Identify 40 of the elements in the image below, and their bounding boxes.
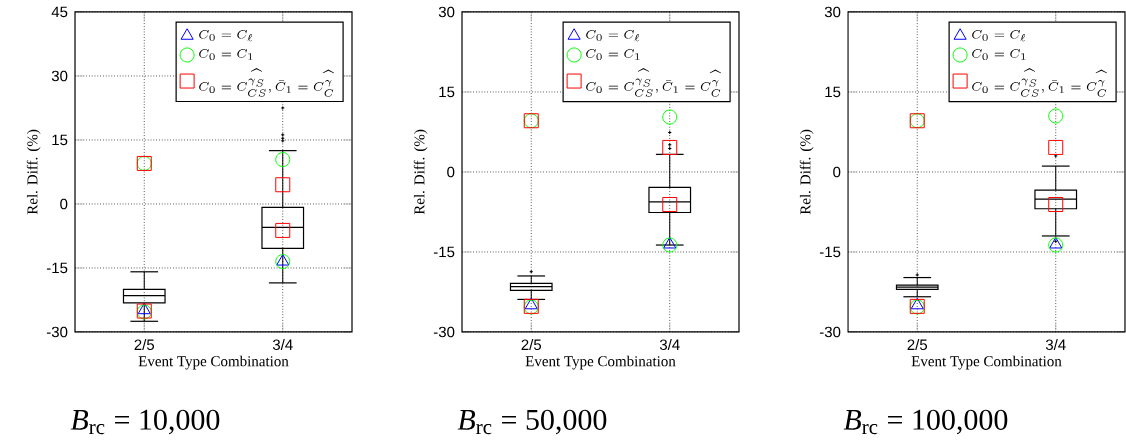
x-tick-label: 3/4	[272, 339, 293, 351]
legend-label: $C_0 = C^{\widehat{\gamma_S}}_{CS}, \bar{C}_1 = C^{\widehat{\gamma}}_{C}$	[199, 68, 335, 97]
y-tick-label: 15	[52, 134, 68, 146]
y-tick-label: 30	[824, 6, 841, 18]
y-tick-label: 30	[51, 70, 68, 82]
y-axis-title: Rel. Diff. (%)	[26, 129, 41, 215]
legend-label: $C_0 = C_1$	[972, 49, 1026, 61]
y-tick-label: -30	[819, 326, 841, 338]
text: B$_{rc}$ = 50,000	[457, 409, 607, 435]
y-tick-label: 15	[825, 86, 841, 98]
legend-label: $C_0 = C^{\widehat{\gamma_S}}_{CS}, \bar{C}_1 = C^{\widehat{\gamma}}_{C}$	[972, 68, 1108, 97]
text: B$_{rc}$ = 10,000	[70, 409, 220, 435]
y-tick-label: 0	[60, 198, 68, 210]
y-axis-title: Rel. Diff. (%)	[799, 129, 814, 215]
text: B$_{rc}$ = 100,000	[843, 409, 1008, 435]
y-tick-label: 0	[833, 166, 841, 178]
legend-label: $C_0 = C^{\widehat{\gamma_S}}_{CS}, \bar{C}_1 = C^{\widehat{\gamma}}_{C}$	[586, 68, 722, 97]
x-tick-label: 2/5	[907, 339, 928, 351]
x-axis-title: Event Type Combination	[525, 355, 676, 370]
legend-label: $C_0 = C_1$	[586, 49, 640, 61]
y-tick-label: -15	[819, 246, 841, 258]
y-tick-label: -30	[433, 326, 455, 338]
x-axis-title: Event Type Combination	[911, 355, 1062, 370]
x-tick-label: 3/4	[1045, 339, 1066, 351]
legend-label: $C_0 = C_\ell$	[586, 29, 640, 42]
y-axis-title: Rel. Diff. (%)	[413, 129, 428, 215]
y-tick-label: -30	[46, 326, 68, 338]
y-tick-label: 30	[438, 6, 455, 18]
x-axis-title: Event Type Combination	[138, 355, 289, 370]
x-tick-label: 2/5	[521, 339, 542, 351]
legend-label: $C_0 = C_\ell$	[972, 29, 1026, 42]
y-tick-label: 15	[439, 86, 455, 98]
y-tick-label: 0	[447, 166, 455, 178]
y-tick-label: -15	[46, 262, 68, 274]
x-tick-label: 2/5	[134, 339, 155, 351]
legend-label: $C_0 = C_1$	[199, 49, 253, 61]
y-tick-label: 45	[51, 6, 68, 18]
y-tick-label: -15	[433, 246, 455, 258]
legend-label: $C_0 = C_\ell$	[199, 29, 253, 42]
x-tick-label: 3/4	[659, 339, 680, 351]
